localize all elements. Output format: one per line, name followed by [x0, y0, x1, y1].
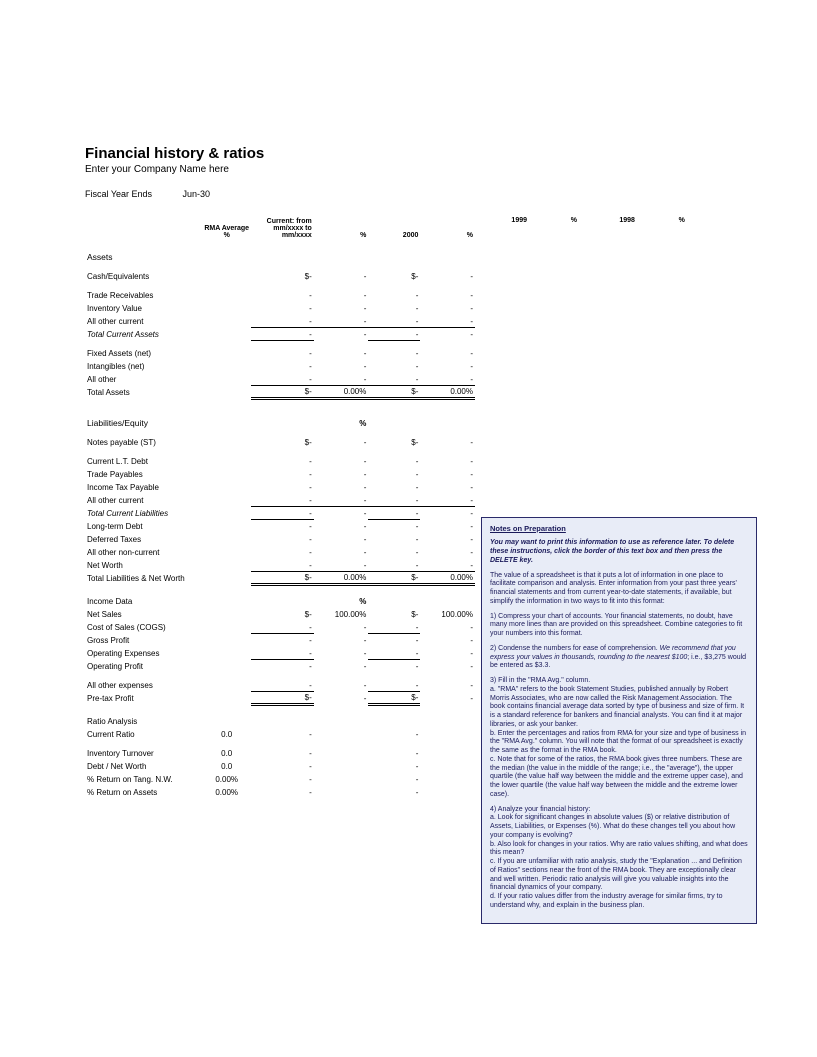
column-headers: RMA Average % Current: from mm/xxxx to m… — [85, 217, 475, 240]
row-gross: Gross Profit---- — [85, 633, 475, 646]
row-cash: Cash/Equivalents$--$-- — [85, 269, 475, 282]
row-debt-nw: Debt / Net Worth0.0-- — [85, 759, 475, 772]
notes-p6b: b. Also look for changes in your ratios.… — [490, 841, 748, 859]
company-name-placeholder[interactable]: Enter your Company Name here — [85, 164, 757, 175]
row-other-current: All other current---- — [85, 314, 475, 327]
row-trade-recv: Trade Receivables---- — [85, 288, 475, 301]
row-income-data: Income Data% — [85, 594, 475, 607]
row-income-tax: Income Tax Payable---- — [85, 480, 475, 493]
row-total-assets: Total Assets$-0.00%$-0.00% — [85, 385, 475, 398]
row-pretax: Pre-tax Profit$--$-- — [85, 691, 475, 704]
notes-p5a: a. "RMA" refers to the book Statement St… — [490, 686, 748, 730]
row-opex: Operating Expenses---- — [85, 646, 475, 659]
fye-label: Fiscal Year Ends — [85, 189, 180, 199]
notes-p6d: d. If your ratio values differ from the … — [490, 893, 748, 911]
financial-table: RMA Average % Current: from mm/xxxx to m… — [85, 217, 475, 798]
notes-p5c: c. Note that for some of the ratios, the… — [490, 756, 748, 800]
hdr-pct2: % — [420, 217, 475, 240]
notes-p6: 4) Analyze your financial history: — [490, 806, 748, 815]
row-notes-st: Notes payable (ST)$--$-- — [85, 435, 475, 448]
row-ltd: Long-term Debt---- — [85, 519, 475, 532]
notes-p5: 3) Fill in the "RMA Avg." column. — [490, 677, 748, 686]
row-ratio-analysis: Ratio Analysis — [85, 714, 475, 727]
row-total-cur-liab: Total Current Liabilities---- — [85, 506, 475, 519]
row-deferred: Deferred Taxes---- — [85, 532, 475, 545]
notes-p6c: c. If you are unfamiliar with ratio anal… — [490, 858, 748, 893]
row-fixed-assets: Fixed Assets (net)---- — [85, 346, 475, 359]
fye-value[interactable]: Jun-30 — [183, 189, 211, 199]
row-total-current-assets: Total Current Assets---- — [85, 327, 475, 340]
hdr-rma: RMA Average % — [202, 217, 251, 240]
row-intangibles: Intangibles (net)---- — [85, 359, 475, 372]
row-all-other: All other---- — [85, 372, 475, 385]
row-lt-debt: Current L.T. Debt---- — [85, 454, 475, 467]
row-other-non: All other non-current---- — [85, 545, 475, 558]
notes-title: Notes on Preparation — [490, 524, 748, 533]
row-current-ratio: Current Ratio0.0-- — [85, 727, 475, 740]
row-net-sales: Net Sales$-100.00%$-100.00% — [85, 607, 475, 620]
section-liab: Liabilities/Equity — [85, 412, 202, 429]
row-net-worth: Net Worth---- — [85, 558, 475, 571]
row-other-exp: All other expenses---- — [85, 678, 475, 691]
notes-p4: 2) Condense the numbers for ease of comp… — [490, 645, 748, 671]
right-year-headers: 1999 % 1998 % — [475, 217, 757, 487]
row-other-cur-liab: All other current---- — [85, 493, 475, 506]
row-inv-turn: Inventory Turnover0.0-- — [85, 746, 475, 759]
notes-p1: You may want to print this information t… — [490, 539, 748, 565]
notes-p6a: a. Look for significant changes in absol… — [490, 814, 748, 840]
fiscal-year-ends: Fiscal Year Ends Jun-30 — [85, 189, 757, 199]
section-assets: Assets — [85, 246, 202, 263]
hdr-2000: 2000 — [368, 217, 420, 240]
row-ret-assets: % Return on Assets0.00%-- — [85, 785, 475, 798]
row-ret-tang: % Return on Tang. N.W.0.00%-- — [85, 772, 475, 785]
notes-p5b: b. Enter the percentages and ratios from… — [490, 730, 748, 756]
row-total-lnw: Total Liabilities & Net Worth$-0.00%$-0.… — [85, 571, 475, 584]
notes-p3: 1) Compress your chart of accounts. Your… — [490, 613, 748, 639]
row-trade-pay: Trade Payables---- — [85, 467, 475, 480]
notes-p2: The value of a spreadsheet is that it pu… — [490, 572, 748, 607]
page-title: Financial history & ratios — [85, 145, 757, 162]
hdr-pct1: % — [314, 217, 369, 240]
notes-on-preparation-box[interactable]: Notes on Preparation You may want to pri… — [481, 517, 757, 924]
row-cogs: Cost of Sales (COGS)---- — [85, 620, 475, 633]
row-op-profit: Operating Profit---- — [85, 659, 475, 672]
row-inventory: Inventory Value---- — [85, 301, 475, 314]
hdr-current: Current: from mm/xxxx to mm/xxxx — [251, 217, 313, 240]
